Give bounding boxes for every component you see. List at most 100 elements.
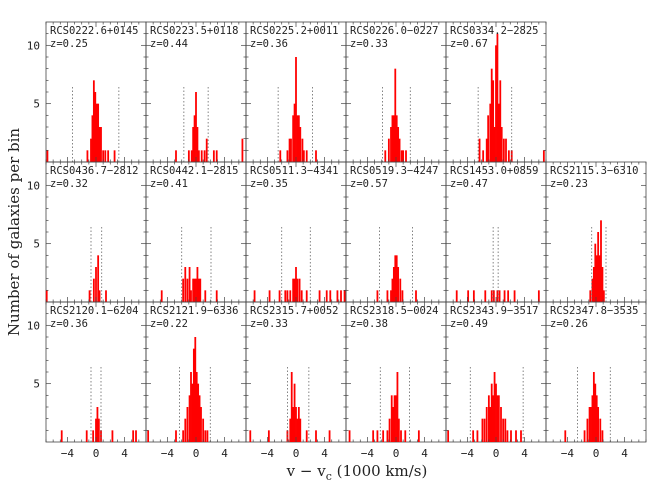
histogram-bar: [278, 290, 281, 302]
histogram-bar: [212, 150, 215, 162]
histogram-bar: [105, 290, 107, 302]
histogram-bar: [490, 68, 493, 162]
histogram-bar: [184, 418, 187, 442]
histogram-bar: [394, 255, 397, 302]
histogram-bar: [492, 290, 495, 302]
histogram-bar: [98, 290, 101, 302]
histogram-bar: [296, 418, 299, 442]
histogram-bar: [195, 92, 197, 162]
histogram-bar: [197, 383, 200, 442]
histogram-bar: [300, 290, 303, 302]
histogram-bar: [388, 418, 391, 442]
histogram-bar: [206, 430, 209, 442]
histogram-bar: [268, 290, 271, 302]
x-tick-label: 4: [221, 447, 228, 460]
histogram-bar: [483, 418, 486, 442]
panel-redshift: z=0.49: [450, 318, 488, 330]
histogram-bar: [586, 418, 589, 442]
histogram-bar: [325, 290, 328, 302]
histogram-bar: [97, 418, 100, 442]
histogram-bar: [292, 115, 295, 162]
histogram-bar: [485, 138, 488, 162]
histogram-bar: [290, 372, 293, 442]
histogram-bar: [497, 103, 500, 162]
histogram-bar: [100, 430, 102, 442]
histogram-bar: [328, 430, 331, 442]
histogram-bar: [190, 372, 192, 442]
histogram-bar: [588, 407, 591, 442]
panel-cluster-name: RCS0436.7−2812: [50, 165, 139, 177]
histogram-bar: [194, 337, 197, 442]
histogram-bar: [415, 290, 417, 302]
histogram-bar: [485, 407, 488, 442]
histogram-bar: [592, 267, 595, 302]
histogram-bar: [397, 127, 400, 162]
histogram-bar: [175, 430, 177, 442]
x-tick-label: −4: [461, 447, 475, 460]
histogram-bar: [46, 150, 49, 162]
histogram-bar: [204, 290, 207, 302]
histogram-bar: [592, 372, 595, 442]
histogram-bar: [299, 127, 302, 162]
x-tick-label: 4: [621, 447, 628, 460]
histogram-bar: [95, 418, 97, 442]
histogram-bar: [595, 395, 598, 442]
histogram-bar: [132, 430, 135, 442]
y-tick-label: 10: [27, 319, 40, 332]
histogram-bar: [467, 290, 470, 302]
panel-cluster-name: RCS0334.2−2825: [450, 25, 539, 37]
histogram-bar: [91, 115, 94, 162]
histogram-bar: [315, 430, 317, 442]
histogram-bar: [92, 80, 95, 162]
histogram-bar: [602, 290, 605, 302]
histogram-bar: [583, 430, 586, 442]
histogram-bar: [495, 45, 497, 163]
panel-redshift: z=0.36: [250, 38, 288, 50]
histogram-bar: [288, 138, 291, 162]
histogram-bar: [290, 138, 292, 162]
histogram-bar: [564, 430, 567, 442]
histogram-bar: [336, 290, 339, 302]
histogram-bar: [94, 92, 97, 162]
panels-group: RCS0222.6+0145z=0.25510RCS0223.5+0118z=0…: [27, 21, 647, 460]
histogram-bar: [599, 418, 602, 442]
histogram-bar: [102, 150, 105, 162]
histogram-bar: [192, 348, 195, 442]
histogram-bar: [601, 430, 604, 442]
histogram-bar: [498, 290, 501, 302]
histogram-bar: [472, 290, 475, 302]
panel-redshift: z=0.67: [450, 38, 488, 50]
histogram-bar: [286, 150, 289, 162]
histogram-bar: [496, 395, 499, 442]
histogram-bar: [111, 430, 114, 442]
histogram-bar: [390, 395, 393, 442]
histogram-bar: [497, 395, 500, 442]
x-axis-label-units: (1000 km/s): [332, 462, 427, 480]
histogram-bar: [502, 138, 505, 162]
panel-cluster-name: RCS2115.3−6310: [550, 165, 639, 177]
panel-redshift: z=0.22: [150, 318, 188, 330]
x-tick-label: 4: [121, 447, 128, 460]
histogram-bar: [195, 372, 198, 442]
histogram-bar: [598, 255, 601, 302]
histogram-bar: [504, 418, 507, 442]
panel-cluster-name: RCS0222.6+0145: [50, 25, 139, 37]
panel-cluster-name: RCS0226.0−0227: [350, 25, 439, 37]
histogram-bar: [182, 430, 185, 442]
panel-redshift: z=0.36: [50, 318, 88, 330]
panel-cluster-name: RCS2343.9−3517: [450, 305, 539, 317]
x-tick-label: 0: [193, 447, 200, 460]
histogram-bar: [299, 418, 302, 442]
histogram-bar: [376, 290, 379, 302]
y-axis-label: Number of galaxies per bin: [5, 128, 23, 336]
histogram-bar: [196, 267, 199, 302]
histogram-bar: [192, 127, 195, 162]
histogram-bar: [600, 220, 602, 302]
histogram-bar: [97, 103, 100, 162]
histogram-bar: [397, 418, 400, 442]
histogram-bar: [329, 290, 332, 302]
